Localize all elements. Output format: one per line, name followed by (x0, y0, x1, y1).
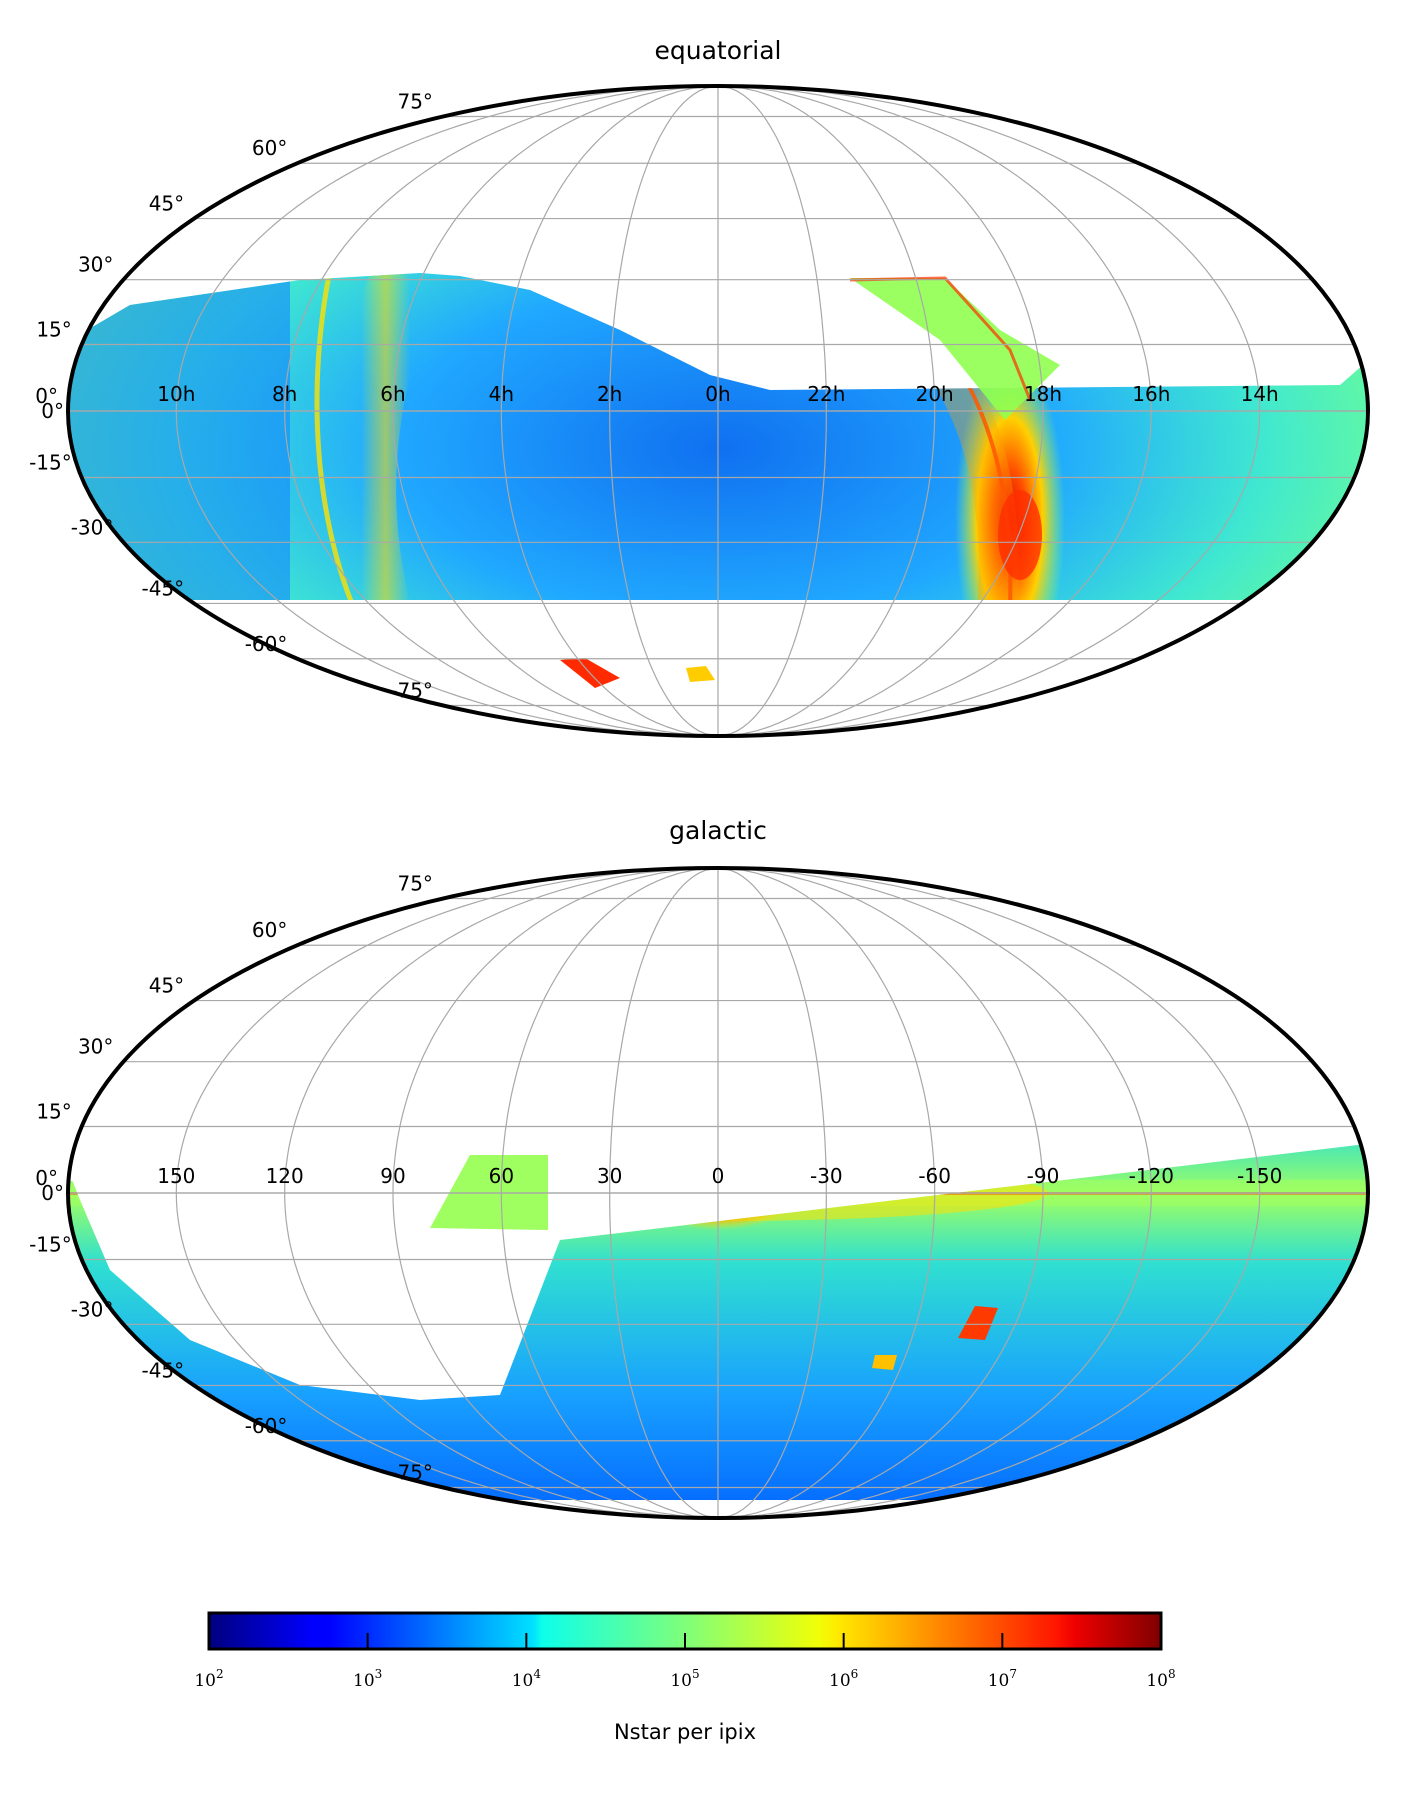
colorbar: 102 103 104 105 106 107 108 Nstar per ipix (194, 1611, 1176, 1744)
equatorial-lat-label: 75° (397, 90, 432, 114)
galactic-lon-label: 60 (489, 1164, 514, 1188)
galactic-lon-label: 90 (380, 1164, 405, 1188)
colorbar-tick-label: 104 (512, 1667, 542, 1691)
equatorial-lat-label: -45° (141, 576, 184, 600)
galactic-meridian (717, 867, 1152, 1519)
equatorial-meridian (717, 85, 1044, 737)
equatorial-lat-label: -30° (71, 515, 114, 539)
lmc-patch-galactic (958, 1306, 998, 1340)
equatorial-panel: equatorial 75° 60° 45° 30° 15° 0° -15° -30° -45°… (29, 36, 1370, 738)
equatorial-lat-label: 60° (252, 136, 287, 160)
equatorial-meridian (717, 85, 1261, 737)
equatorial-graticule (68, 85, 1368, 737)
equatorial-meridian (717, 85, 936, 737)
colorbar-tick-label: 105 (670, 1667, 699, 1691)
galactic-lon-label: -60 (918, 1164, 951, 1188)
equatorial-lon-label: 2h (597, 382, 622, 406)
galactic-lat-label: 45° (149, 974, 184, 998)
galactic-lon-label: 150 (157, 1164, 195, 1188)
colorbar-tick-label: 106 (829, 1667, 858, 1691)
galactic-graticule (68, 867, 1368, 1519)
galactic-lon-label: -30 (810, 1164, 843, 1188)
galactic-frame (66, 866, 1370, 1520)
galactic-panel: galactic 75° 60° 45° 30° 15° 0° -15° -30° -45° -6… (29, 816, 1370, 1520)
equatorial-meridian (392, 85, 719, 737)
equatorial-lon-label: 10h (157, 382, 195, 406)
galactic-lat-label: 30° (78, 1035, 113, 1059)
equatorial-meridian (717, 85, 1152, 737)
equatorial-lon-label: 14h (1241, 382, 1279, 406)
galactic-lat-labels: 75° 60° 45° 30° 15° 0° -15° -30° -45° -60° -75° 0° (29, 872, 433, 1485)
colorbar-tick-label: 107 (988, 1667, 1017, 1691)
galactic-lat-label: -60° (245, 1414, 288, 1438)
equatorial-lat-label: -15° (29, 451, 72, 475)
equatorial-lat-label: 45° (149, 192, 184, 216)
colorbar-tick-label: 103 (353, 1667, 382, 1691)
galactic-meridian (392, 867, 719, 1519)
equatorial-meridian (175, 85, 719, 737)
galactic-lon-label: -150 (1237, 1164, 1282, 1188)
galactic-meridian (717, 867, 1044, 1519)
equatorial-lon-label: 4h (489, 382, 514, 406)
galactic-lon-label: -120 (1129, 1164, 1174, 1188)
galactic-lat-label: -30° (71, 1297, 114, 1321)
galactic-meridian (284, 867, 719, 1519)
equatorial-lon-label: 22h (807, 382, 845, 406)
equatorial-lon-labels: 10h 8h 6h 4h 2h 0h 22h 20h 18h 16h 14h (157, 382, 1278, 406)
equatorial-meridian (500, 85, 719, 737)
galactic-lat-label: 0° (35, 1166, 58, 1190)
equatorial-lat-label: 0° (35, 384, 58, 408)
galactic-lon-label: -90 (1027, 1164, 1060, 1188)
galactic-lon-label: 30 (597, 1164, 622, 1188)
galactic-lon-label: 0 (712, 1164, 725, 1188)
equatorial-title: equatorial (654, 36, 781, 65)
equatorial-lat-label: -60° (245, 632, 288, 656)
equatorial-lon-label: 8h (272, 382, 297, 406)
galactic-lat-label: -15° (29, 1233, 72, 1257)
equatorial-lat-label: -75° (390, 678, 433, 702)
equatorial-lon-label: 18h (1024, 382, 1062, 406)
equatorial-frame (66, 84, 1370, 738)
galactic-meridian (609, 867, 719, 1519)
equatorial-lon-label: 0h (705, 382, 730, 406)
equatorial-lon-label: 20h (916, 382, 954, 406)
equatorial-lat-label: 30° (78, 253, 113, 277)
galactic-title: galactic (669, 816, 767, 845)
equatorial-lat-labels: 75° 60° 45° 30° 15° 0° -15° -30° -45° -60° -75° 0° (29, 90, 433, 703)
galactic-lat-label: -45° (141, 1358, 184, 1382)
galactic-meridian (500, 867, 719, 1519)
galactic-meridian (175, 867, 719, 1519)
galactic-lat-label: 75° (397, 872, 432, 896)
galactic-meridian (717, 867, 1261, 1519)
galactic-lon-label: 120 (266, 1164, 304, 1188)
equatorial-meridian (717, 85, 827, 737)
galactic-meridian (717, 867, 936, 1519)
colorbar-ticks: 102 103 104 105 106 107 108 (194, 1633, 1176, 1691)
colorbar-tick-label: 102 (194, 1667, 223, 1691)
galactic-lat-label: 15° (36, 1099, 71, 1123)
galactic-lat-label: -75° (390, 1460, 433, 1484)
galactic-lat-label: 60° (252, 918, 287, 942)
galactic-lat-label-zero: 0° (41, 1181, 64, 1205)
equatorial-lat-label-zero: 0° (41, 399, 64, 423)
equatorial-lat-label: 15° (36, 317, 71, 341)
equatorial-meridian (284, 85, 719, 737)
colorbar-label: Nstar per ipix (614, 1720, 756, 1744)
equatorial-lon-label: 16h (1132, 382, 1170, 406)
galactic-lon-labels: 150 120 90 60 30 0 -30 -60 -90 -120 -150 (157, 1164, 1282, 1188)
colorbar-tick-label: 108 (1146, 1667, 1175, 1691)
equatorial-meridian (609, 85, 719, 737)
galactic-meridian (717, 867, 827, 1519)
equatorial-lon-label: 6h (380, 382, 405, 406)
